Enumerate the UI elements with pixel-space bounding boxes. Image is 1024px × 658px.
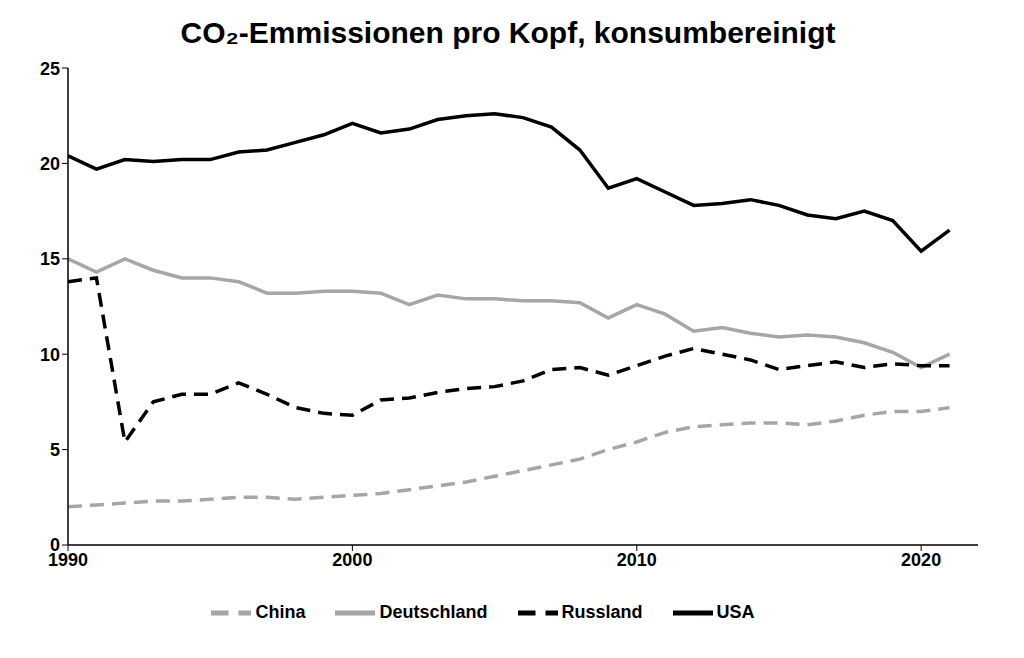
svg-text:2000: 2000	[332, 550, 372, 570]
html-text:China: China	[255, 601, 306, 622]
svg-text:20: 20	[40, 154, 60, 174]
svg-text:2020: 2020	[901, 550, 941, 570]
svg-text:25: 25	[40, 59, 60, 79]
svg-text:5: 5	[50, 440, 60, 460]
svg-text:1990: 1990	[48, 549, 88, 570]
svg-text:2010: 2010	[617, 550, 657, 570]
html-text:CO₂-Emmissionen pro Kopf, kons: CO₂-Emmissionen pro Kopf, konsumbereinig…	[180, 16, 836, 49]
svg-text:10: 10	[40, 345, 60, 365]
svg-text:0: 0	[50, 535, 60, 555]
html-text:Russland: Russland	[561, 601, 643, 622]
html-text:Deutschland: Deutschland	[379, 601, 488, 622]
svg-text:15: 15	[40, 249, 60, 269]
html-text:USA: USA	[716, 601, 755, 622]
